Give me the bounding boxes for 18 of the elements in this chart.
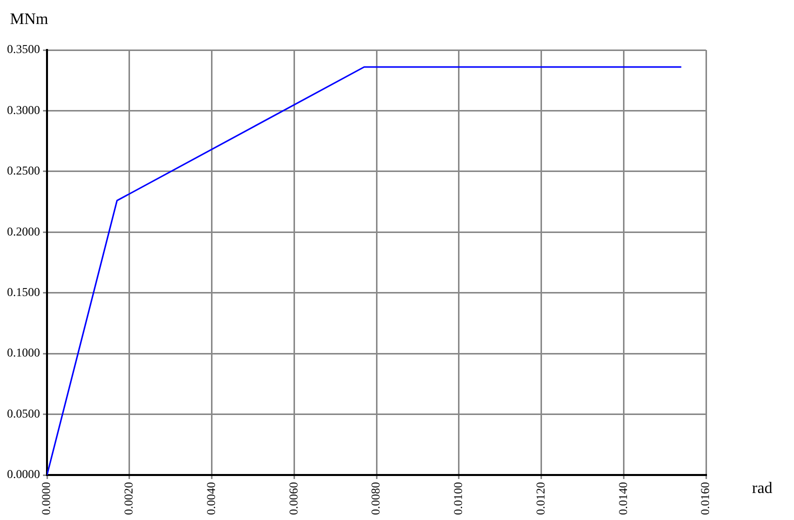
x-tick-label: 0.0140 xyxy=(616,482,630,515)
y-tick-label: 0.1500 xyxy=(7,285,40,300)
y-tick-label: 0.2500 xyxy=(7,164,40,178)
y-axis-title: MNm xyxy=(10,11,49,28)
y-tick-label: 0.0000 xyxy=(7,467,40,482)
x-tick-label: 0.0080 xyxy=(368,482,383,515)
x-tick-label: 0.0020 xyxy=(122,482,136,515)
x-tick-label: 0.0120 xyxy=(533,482,548,515)
x-tick-label: 0.0040 xyxy=(204,482,218,515)
x-tick-label: 0.0160 xyxy=(698,482,712,515)
y-tick-label: 0.3500 xyxy=(7,42,40,56)
y-tick-label: 0.1000 xyxy=(7,346,40,360)
x-tick-label: 0.0100 xyxy=(451,482,466,515)
y-tick-label: 0.0500 xyxy=(7,406,40,420)
y-tick-label: 0.2000 xyxy=(7,224,40,238)
x-tick-label: 0.0060 xyxy=(286,482,300,515)
x-axis-title: rad xyxy=(752,480,772,498)
y-tick-label: 0.3000 xyxy=(7,102,40,117)
